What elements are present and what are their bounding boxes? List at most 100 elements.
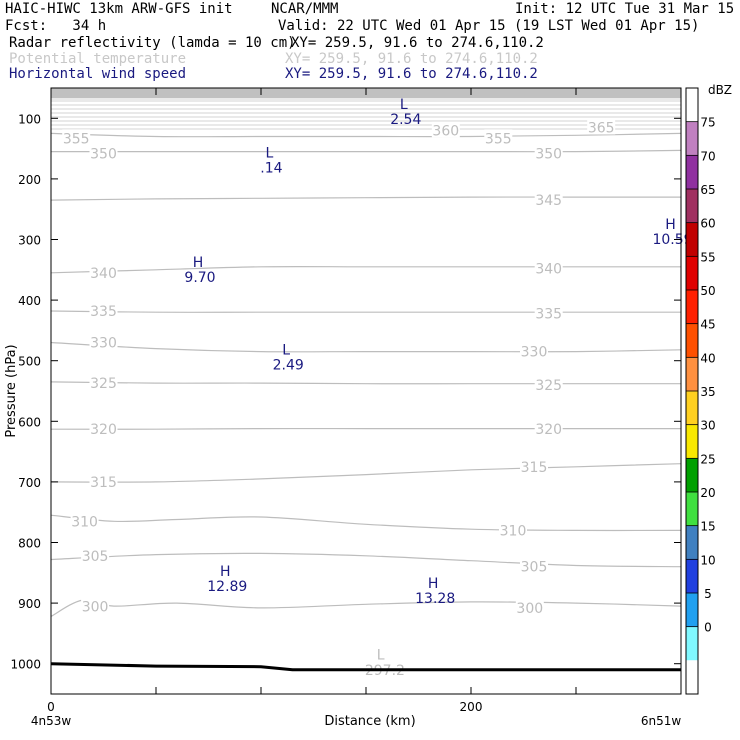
- wind-extremum-marker: L: [400, 97, 408, 113]
- colorbar-segment: [686, 593, 698, 627]
- theta-contour-325: [50, 381, 681, 385]
- colorbar-segment: [686, 290, 698, 324]
- field-name-theta: Potential temperature: [9, 51, 187, 67]
- theta-label: 350: [535, 146, 562, 162]
- organization-label: NCAR/MMM: [271, 1, 339, 17]
- colorbar-segment: [686, 121, 698, 156]
- wind-extremum-value: 2.49: [273, 358, 304, 374]
- colorbar-segment: [686, 323, 698, 358]
- wind-extremum-marker: H: [428, 576, 439, 592]
- y-tick-label: 700: [18, 476, 41, 490]
- theta-label: 320: [90, 422, 117, 438]
- theta-label-bg: [81, 597, 110, 614]
- colorbar-label: 20: [700, 486, 715, 500]
- wind-extremum-value: 13.28: [415, 591, 455, 607]
- theta-label: 365: [588, 120, 615, 136]
- colorbar-label: 50: [700, 284, 715, 298]
- theta-label-bg: [499, 521, 527, 538]
- colorbar-label: 55: [700, 250, 715, 264]
- y-axis-label: Pressure (hPa): [4, 344, 19, 437]
- y-tick-label: 500: [18, 355, 41, 369]
- plot-area: [51, 88, 681, 694]
- theta-label-bg: [515, 598, 544, 615]
- theta-label: 330: [521, 345, 548, 361]
- colorbar-label: 75: [700, 116, 715, 130]
- valid-time: Valid: 22 UTC Wed 01 Apr 15 (19 LST Wed …: [278, 18, 700, 34]
- theta-label-bg: [81, 546, 110, 563]
- wind-extremum-marker: H: [220, 564, 231, 580]
- wind-extremum-marker: H: [193, 255, 204, 271]
- colorbar-label: 65: [700, 183, 715, 197]
- colorbar-segment: [686, 391, 698, 425]
- theta-label: 330: [90, 336, 117, 352]
- colorbar-segment: [686, 256, 698, 290]
- colorbar-label: 0: [704, 621, 712, 635]
- theta-label-bg: [89, 472, 118, 489]
- y-tick-label: 400: [18, 294, 41, 308]
- axes: 100 200 300 400 500 600 700 800 900 1000 0 200 4n53w…: [4, 87, 682, 729]
- colorbar-label: 30: [700, 419, 715, 433]
- theta-label: 300: [82, 600, 109, 616]
- theta-label: 340: [90, 266, 117, 282]
- theta-label: 310: [71, 514, 98, 530]
- theta-label: 335: [535, 306, 562, 322]
- colorbar-segment: [686, 189, 698, 223]
- terrain-path: [50, 662, 681, 672]
- colorbar-label: 70: [700, 149, 715, 163]
- wind-extremum-value: 12.89: [207, 579, 247, 595]
- theta-contour-305: [50, 552, 682, 568]
- field-name-wind: Horizontal wind speed: [9, 66, 187, 82]
- theta-contour-350: [51, 149, 682, 153]
- theta-label: 325: [90, 376, 117, 392]
- colorbar-label: 40: [700, 351, 715, 365]
- theta-contour-340: [50, 265, 681, 274]
- theta-label: 325: [535, 378, 562, 394]
- theta-label: L: [377, 648, 385, 664]
- theta-contour-330: [50, 341, 682, 353]
- theta-contour-315: [50, 463, 682, 483]
- y-tick-label: 900: [18, 597, 41, 611]
- y-tick-label: 300: [18, 234, 41, 248]
- colorbar-segment: [686, 559, 698, 593]
- theta-label-bg: [62, 129, 91, 146]
- theta-label: 345: [535, 193, 562, 209]
- theta-label-bg: [534, 144, 563, 161]
- theta-label: 320: [535, 422, 562, 438]
- theta-label-bg: [374, 645, 387, 662]
- y-tick-label: 800: [18, 537, 41, 551]
- colorbar-segment: [686, 357, 698, 391]
- terrain-line: [50, 662, 681, 672]
- theta-label-bg: [89, 263, 118, 280]
- wind-extremum-value: 9.70: [184, 270, 215, 286]
- forecast-hour: Fcst: 34 h: [5, 18, 107, 34]
- y-tick-label: 1000: [10, 658, 41, 672]
- theta-contour-labels: 355 360 355 365 350 350 345 340 340 335 335 330 330 3…: [62, 118, 616, 679]
- wind-extremum-marker: L: [265, 146, 273, 162]
- colorbar-label: 60: [700, 217, 715, 231]
- theta-label-bg: [70, 512, 99, 529]
- colorbar-segment: [686, 88, 698, 122]
- field-name-reflectivity: Radar reflectivity (lamda = 10 cm): [9, 35, 296, 51]
- theta-label-bg: [534, 375, 563, 392]
- init-time: Init: 12 UTC Tue 31 Mar 15: [515, 1, 735, 17]
- field-coords-reflectivity: XY= 259.5, 91.6 to 274.6,110.2: [291, 35, 544, 51]
- theta-label: 315: [90, 475, 117, 491]
- theta-label-bg: [587, 118, 616, 135]
- theta-label: 355: [485, 131, 512, 147]
- theta-contour-320: [50, 427, 681, 430]
- x-left-endpoint: 4n53w: [31, 714, 72, 728]
- colorbar-segment: [686, 492, 698, 526]
- colorbar-label: 45: [700, 318, 715, 332]
- theta-label: 305: [82, 549, 109, 565]
- theta-label-bg: [431, 121, 460, 138]
- x-axis-label: Distance (km): [324, 714, 415, 729]
- colorbar-segment: [686, 155, 698, 189]
- theta-label-bg: [484, 129, 513, 146]
- colorbar-unit: dBZ: [708, 83, 732, 97]
- colorbar-label: 5: [704, 587, 712, 601]
- theta-label: 300: [516, 601, 543, 617]
- colorbar-label: 35: [700, 385, 715, 399]
